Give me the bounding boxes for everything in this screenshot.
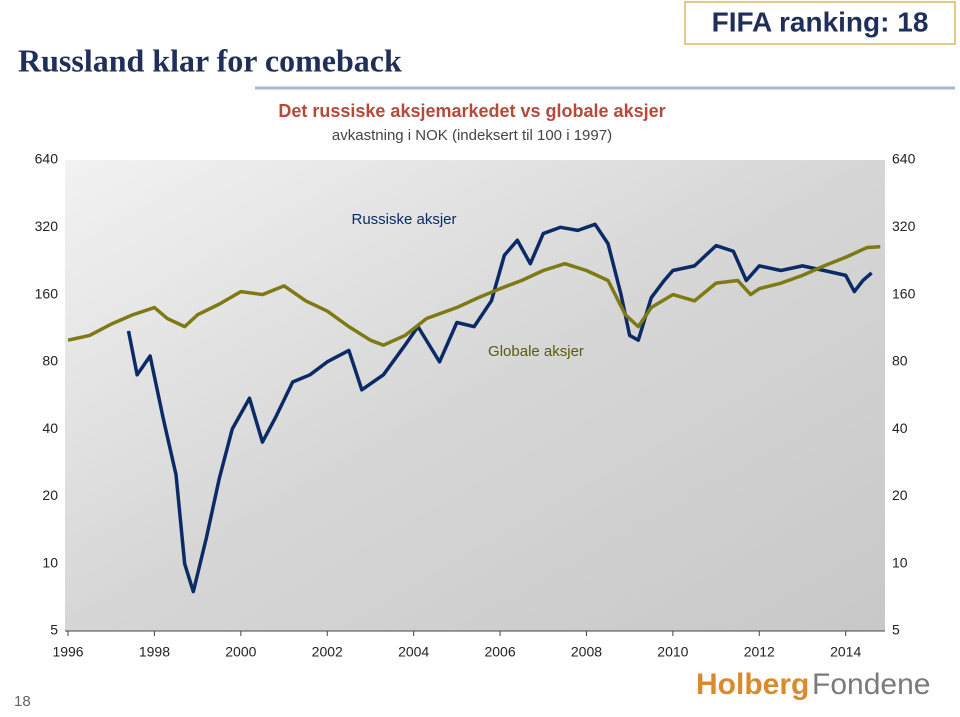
x-tick-label: 1998 (139, 644, 170, 660)
x-tick-label: 2008 (571, 644, 602, 660)
slide-title: Russland klar for comeback (18, 42, 402, 78)
y-tick-label: 320 (35, 218, 59, 234)
series-line (67, 244, 881, 347)
y2-tick-label: 20 (892, 487, 908, 503)
y-tick-label: 5 (50, 622, 58, 638)
x-tick-label: 2002 (312, 644, 343, 660)
x-tick-label: 2004 (398, 644, 429, 660)
y2-tick-label: 640 (892, 151, 916, 167)
badge-box (684, 1, 956, 45)
x-tick-label: 2006 (484, 644, 515, 660)
badge: FIFA ranking: 18 (712, 6, 929, 37)
y2-tick-label: 160 (892, 285, 916, 301)
logo-a: Holberg (696, 668, 809, 701)
y2-tick-label: 320 (892, 218, 916, 234)
series-label: Russiske aksjer (351, 211, 456, 228)
series-label: Globale aksjer (488, 343, 584, 360)
x-tick-label: 2010 (657, 644, 688, 660)
plot: 5 5 10 10 20 20 40 40 80 80 160 160 320 320 640 640 1996… (35, 151, 916, 660)
y2-tick-label: 10 (892, 554, 908, 570)
page-number: 18 (14, 693, 31, 710)
y-tick-label: 160 (35, 285, 59, 301)
chart-subtitle: avkastning i NOK (indeksert til 100 i 19… (332, 127, 612, 144)
plot-background (65, 160, 885, 631)
y2-tick-label: 40 (892, 420, 908, 436)
y-tick-label: 640 (35, 151, 59, 167)
chart-title: Det russiske aksjemarkedet vs globale ak… (278, 101, 665, 121)
y-tick-label: 20 (42, 487, 58, 503)
y-tick-label: 80 (42, 353, 58, 369)
y-tick-label: 10 (42, 554, 58, 570)
series-line (126, 222, 873, 594)
y-tick-label: 40 (42, 420, 58, 436)
y2-tick-label: 5 (892, 622, 900, 638)
x-tick-label: 2012 (744, 644, 775, 660)
y2-tick-label: 80 (892, 353, 908, 369)
x-tick-label: 2014 (830, 644, 861, 660)
x-tick-label: 1996 (52, 644, 83, 660)
logo-b: Fondene (812, 668, 930, 701)
x-tick-label: 2000 (225, 644, 256, 660)
